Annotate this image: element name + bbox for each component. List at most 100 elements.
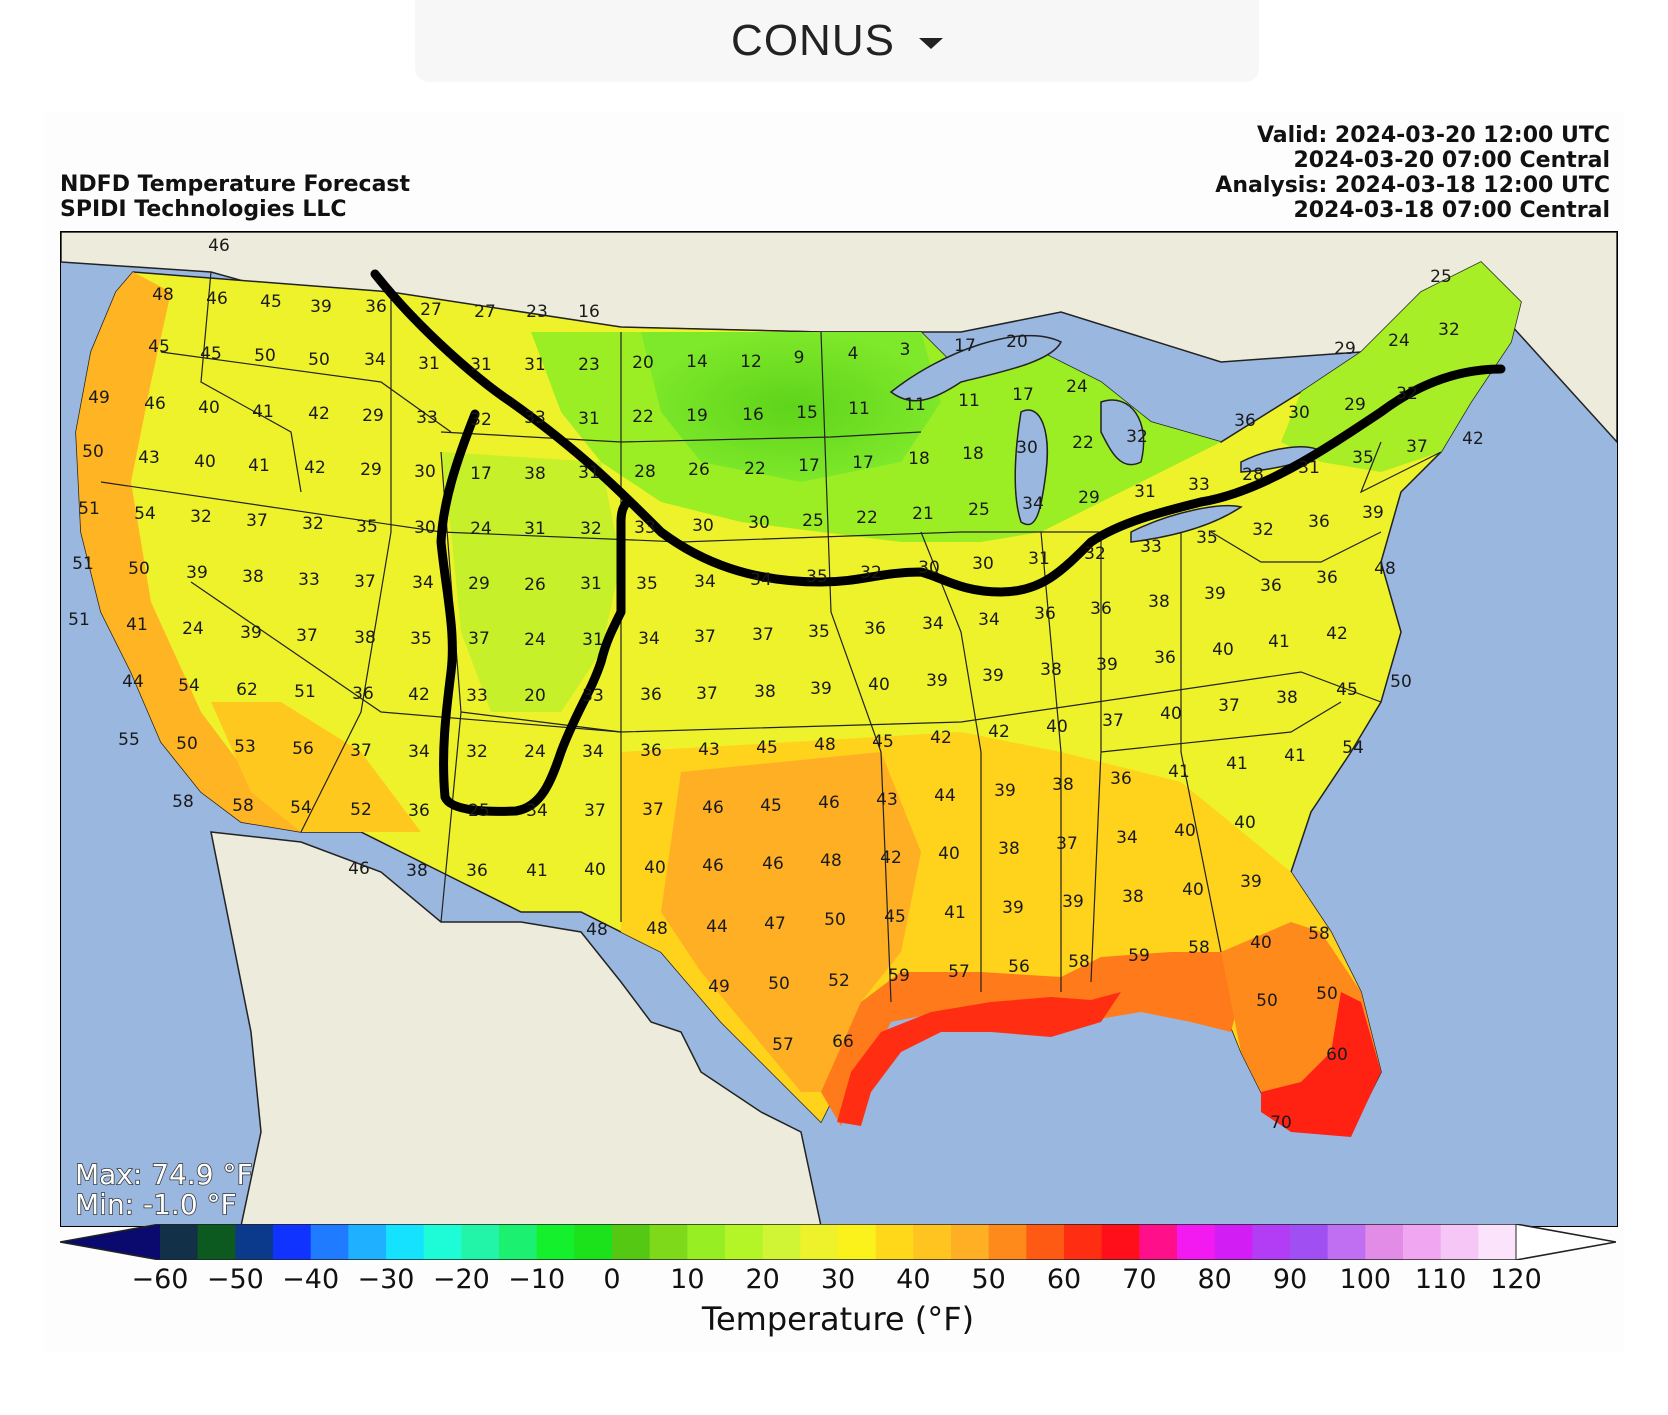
station-temp-label: 18: [962, 444, 984, 464]
station-temp-label: 40: [1174, 821, 1196, 841]
station-temp-label: 25: [1430, 267, 1452, 287]
station-temp-label: 70: [1270, 1113, 1292, 1133]
colorado-cool: [441, 452, 621, 712]
station-temp-label: 29: [360, 460, 382, 480]
station-temp-label: 30: [972, 554, 994, 574]
station-temp-label: 17: [798, 456, 820, 476]
station-temp-label: 32: [1396, 384, 1418, 404]
colorbar-segment: [687, 1224, 726, 1260]
station-temp-label: 30: [692, 516, 714, 536]
station-temp-label: 33: [466, 686, 488, 706]
colorbar-segment: [1026, 1224, 1065, 1260]
station-temp-label: 35: [806, 567, 828, 587]
station-temp-label: 50: [254, 346, 276, 366]
station-temp-label: 43: [138, 448, 160, 468]
station-temp-label: 48: [814, 735, 836, 755]
station-temp-label: 38: [242, 567, 264, 587]
colorbar-tick-label: 70: [1122, 1264, 1157, 1295]
colorbar-segment: [1101, 1224, 1140, 1260]
station-temp-label: 37: [350, 741, 372, 761]
station-temp-label: 35: [1352, 448, 1374, 468]
station-temp-label: 66: [832, 1032, 854, 1052]
station-temp-label: 45: [200, 344, 222, 364]
station-temp-label: 51: [294, 682, 316, 702]
station-temp-label: 39: [1002, 898, 1024, 918]
station-temp-label: 58: [232, 796, 254, 816]
station-temp-label: 34: [978, 610, 1000, 630]
station-temp-label: 39: [310, 297, 332, 317]
station-temp-label: 58: [172, 792, 194, 812]
station-temp-label: 42: [1462, 429, 1484, 449]
station-temp-label: 30: [414, 518, 436, 538]
station-temp-label: 39: [1062, 892, 1084, 912]
colorbar-segment: [423, 1224, 462, 1260]
station-temp-label: 36: [1234, 411, 1256, 431]
station-temp-label: 46: [762, 854, 784, 874]
station-temp-label: 16: [578, 302, 600, 322]
station-temp-label: 40: [198, 398, 220, 418]
station-temp-label: 48: [1374, 559, 1396, 579]
station-temp-label: 31: [470, 355, 492, 375]
station-temp-label: 37: [584, 801, 606, 821]
station-temp-label: 58: [1068, 952, 1090, 972]
station-temp-label: 50: [82, 442, 104, 462]
colorbar-tick-label: 30: [820, 1264, 856, 1295]
station-temp-label: 51: [72, 554, 94, 574]
mexico-land: [210, 831, 822, 1226]
lake-michigan: [1014, 409, 1048, 526]
station-temp-label: 50: [176, 734, 198, 754]
station-temp-label: 29: [1334, 339, 1356, 359]
station-temp-label: 50: [1316, 984, 1338, 1004]
colorbar-under-triangle: [60, 1224, 160, 1260]
station-temp-label: 30: [414, 462, 436, 482]
station-temp-label: 31: [524, 519, 546, 539]
station-temp-label: 39: [926, 671, 948, 691]
station-temp-label: 41: [1168, 762, 1190, 782]
colorbar-tick-label: 90: [1272, 1264, 1308, 1295]
station-temp-label: 32: [1438, 320, 1460, 340]
station-temp-label: 45: [872, 732, 894, 752]
colorbar-tick-label: 110: [1414, 1264, 1467, 1295]
station-temp-label: 20: [1006, 332, 1028, 352]
max-temp-label: Max: 74.9 °F: [74, 1158, 253, 1191]
station-temp-label: 38: [998, 839, 1020, 859]
station-temp-label: 9: [794, 348, 805, 368]
colorbar-segment: [838, 1224, 877, 1260]
station-temp-label: 37: [1218, 696, 1240, 716]
station-temp-label: 35: [356, 517, 378, 537]
station-temp-label: 43: [698, 740, 720, 760]
station-temp-label: 32: [1126, 427, 1148, 447]
station-temp-label: 42: [308, 404, 330, 424]
region-selector[interactable]: CONUS: [415, 0, 1259, 82]
colorbar-segment: [1214, 1224, 1253, 1260]
station-temp-label: 25: [802, 511, 824, 531]
station-temp-label: 37: [468, 629, 490, 649]
analysis-utc: Analysis: 2024-03-18 12:00 UTC: [1215, 173, 1610, 198]
colorbar-tick-label: −10: [508, 1264, 566, 1295]
station-temp-label: 54: [178, 676, 200, 696]
colorbar-segment: [1440, 1224, 1479, 1260]
station-temp-label: 33: [1188, 475, 1210, 495]
station-temp-label: 24: [470, 519, 492, 539]
colorbar-tick-label: −40: [282, 1264, 340, 1295]
station-temp-label: 41: [526, 861, 548, 881]
colorbar-tick-label: −60: [131, 1264, 189, 1295]
station-temp-label: 33: [524, 408, 546, 428]
station-temp-label: 50: [1256, 991, 1278, 1011]
station-temp-label: 37: [642, 800, 664, 820]
colorbar-ticks: −60 −50 −40 −30 −20 −10 0 10 20 30 40 50 60 70 80 90 100…: [60, 1264, 1616, 1304]
station-temp-label: 40: [1212, 640, 1234, 660]
station-temp-label: 40: [1250, 933, 1272, 953]
colorbar-segment: [536, 1224, 575, 1260]
station-temp-label: 31: [1298, 458, 1320, 478]
temperature-map[interactable]: 46 48 46 45 39 36 27 27 23 16 45 45 50 50 34 31 31 31 23 20…: [60, 231, 1618, 1227]
colorbar-tick-label: 10: [670, 1264, 705, 1295]
station-temp-label: 59: [1128, 946, 1150, 966]
station-temp-label: 31: [418, 354, 440, 374]
station-temp-label: 39: [1362, 503, 1384, 523]
station-temp-label: 29: [362, 406, 384, 426]
colorbar-segment: [1290, 1224, 1329, 1260]
station-temp-label: 36: [1154, 648, 1176, 668]
colorbar-segment: [197, 1224, 236, 1260]
station-temp-label: 48: [586, 920, 608, 940]
